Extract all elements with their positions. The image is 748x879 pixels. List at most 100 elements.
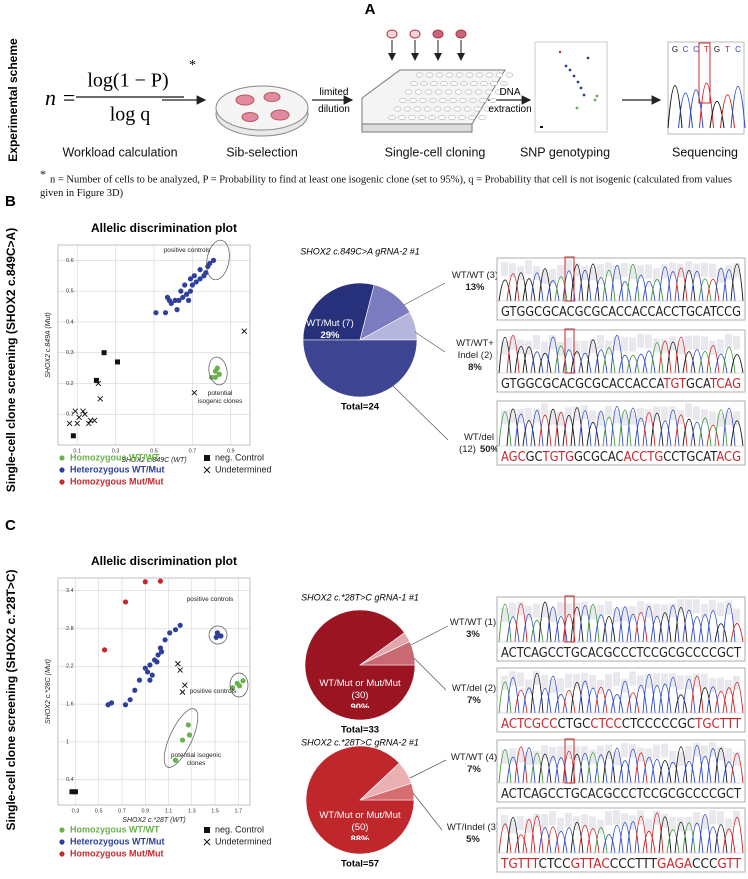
trace-peak [554, 694, 568, 714]
well [459, 98, 467, 103]
trace-peak [690, 270, 704, 302]
quality-bar [661, 673, 668, 688]
quality-bar [677, 339, 684, 354]
quality-bar [573, 746, 580, 761]
quality-bar [549, 608, 556, 623]
well [483, 106, 492, 112]
trace-peak [714, 623, 728, 643]
legend-marker [59, 479, 65, 485]
quality-bar [501, 261, 508, 276]
quality-bar [717, 677, 724, 692]
trace-peak [658, 340, 672, 374]
pie-slice [359, 641, 416, 666]
sequence-segment: ACTCAGCCTGCACGCCCTCCGCGCCCCGCT [501, 787, 741, 802]
sequence-segment: TGT [663, 377, 687, 392]
data-point [184, 291, 190, 297]
quality-bar [541, 269, 548, 284]
trace-peak [570, 407, 584, 447]
annotation-box: positive controls [185, 596, 235, 604]
quality-bar [573, 602, 580, 617]
quality-bar [565, 407, 572, 422]
quality-bar [669, 406, 676, 421]
quality-bar [661, 813, 668, 828]
sequence-segment: CCCTTT [610, 857, 657, 872]
quality-bar [509, 335, 516, 350]
quality-bar [597, 264, 604, 279]
quality-bar [509, 408, 516, 423]
trace-peak [642, 605, 656, 643]
trace-peak [546, 280, 560, 302]
quality-bar [621, 337, 628, 352]
trace-peak [618, 281, 632, 302]
arrow-label: DNA extraction [488, 87, 531, 115]
trace-peak [722, 828, 736, 854]
well [423, 106, 432, 112]
trace-peak [522, 614, 536, 643]
data-point [69, 789, 75, 795]
trace-peak [530, 410, 544, 447]
sequence-segment: GC [526, 450, 543, 465]
petri-dish-icon [215, 85, 309, 137]
trace-peak [586, 604, 600, 643]
pie-label: WT/Mut or Mut/Mut (50)88% [319, 810, 400, 840]
pie-label: WT/del (12) 50% [459, 432, 499, 455]
quality-bar [733, 411, 740, 426]
quality-bar [517, 409, 524, 424]
quality-bar [709, 599, 716, 614]
quality-bar [525, 407, 532, 422]
trace-peak [538, 414, 552, 447]
trace-peak [666, 409, 680, 447]
quality-bar [525, 751, 532, 766]
quality-bar [685, 403, 692, 418]
x-stroke [91, 417, 98, 424]
trace-peak [522, 687, 536, 714]
slice-percent: 29% [320, 330, 340, 341]
quality-bar [717, 746, 724, 761]
trace-peak [602, 347, 616, 374]
well [434, 89, 443, 95]
trace-peak [610, 406, 624, 447]
sequence-segment: CTCC [590, 717, 621, 732]
base-letter: G [672, 45, 678, 54]
trace-peak [554, 276, 568, 302]
legend-label: Undetermined [215, 464, 272, 474]
step-label: Sib-selection [226, 145, 298, 159]
trace-peak [674, 414, 688, 447]
slice-percent: 3% [466, 629, 480, 640]
quality-bar [693, 335, 700, 350]
leader-line [403, 282, 446, 306]
y-tick-label: 0.2 [66, 381, 74, 387]
quality-bar [549, 410, 556, 425]
trace-peak [538, 352, 552, 374]
legend-marker [59, 839, 65, 845]
data-point [136, 677, 143, 683]
data-point [76, 414, 82, 421]
well [415, 72, 424, 78]
annotation-ellipse [208, 356, 228, 386]
sequence-segment: GAGA [657, 857, 692, 872]
scatter-title: Allelic discrimination plot [91, 554, 237, 568]
trace-peak [642, 280, 656, 302]
quality-bar [533, 408, 540, 423]
quality-bar [549, 335, 556, 350]
data-point [214, 630, 221, 636]
quality-bar [661, 264, 668, 279]
quality-bar [725, 333, 732, 348]
x-stroke [72, 408, 79, 414]
well [435, 72, 444, 78]
base-letter: C [683, 45, 689, 54]
arrow-label: limited dilution [318, 87, 350, 115]
quality-bar [501, 675, 508, 690]
quality-bar [581, 404, 588, 419]
quality-bar [653, 338, 660, 353]
trace-peak [666, 761, 680, 784]
trace-peak [506, 408, 520, 447]
quality-bar [645, 818, 652, 833]
y-tick-label: 2.2 [66, 664, 74, 670]
quality-bar [733, 608, 740, 623]
pie-label: WT/WT (1)3% [450, 617, 496, 640]
quality-bar [517, 601, 524, 616]
side-label: Experimental scheme [6, 38, 20, 162]
trace-peak [722, 408, 736, 447]
trace-peak [546, 756, 560, 784]
